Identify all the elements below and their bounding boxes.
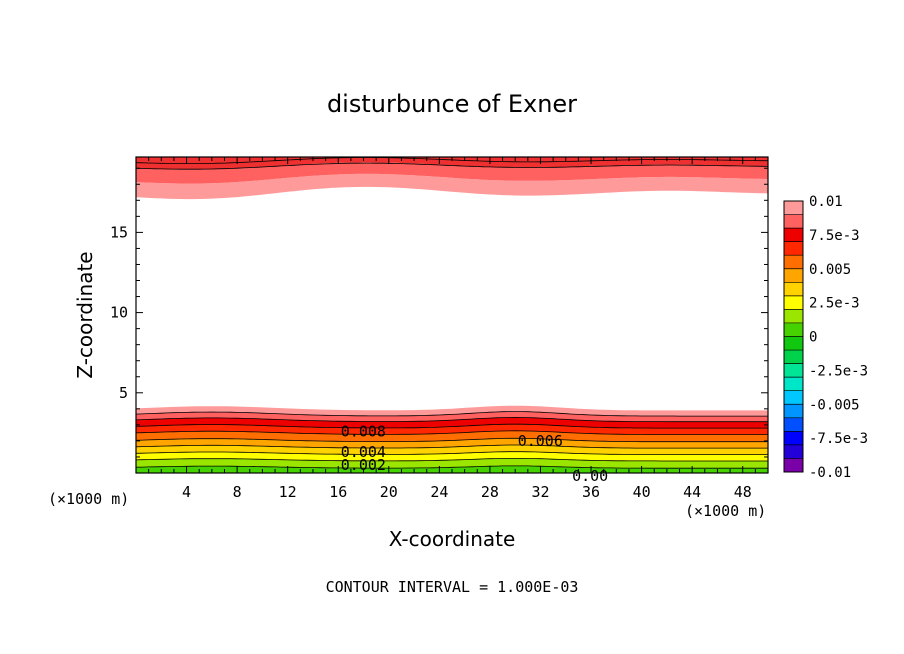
- colorbar-label: -0.005: [809, 397, 860, 413]
- x-tick-label: 12: [279, 483, 297, 501]
- contour-band: [136, 173, 768, 200]
- x-tick-label: 48: [734, 483, 752, 501]
- colorbar-label: -7.5e-3: [809, 431, 868, 447]
- colorbar-swatch: [784, 201, 803, 215]
- contour-label: 0.008: [341, 422, 386, 440]
- colorbar-swatch: [784, 214, 803, 229]
- colorbar: 0.01 7.5e-3 0.005 2.5e-3 0 -2.5e-3 -0.005 -7.5e…: [783, 194, 868, 481]
- contour-band: [136, 451, 768, 461]
- contour-band: [136, 157, 768, 170]
- contour-line: [136, 444, 768, 449]
- colorbar-swatch: [784, 241, 803, 256]
- contour-line: [136, 162, 768, 170]
- colorbar-swatch: [784, 404, 803, 419]
- colorbar-swatch: [784, 295, 803, 310]
- y-tick-label: 10: [110, 304, 128, 322]
- colorbar-swatch: [784, 336, 803, 351]
- contour-line: [136, 430, 768, 435]
- colorbar-swatch: [784, 444, 803, 459]
- contour-label: 0.004: [341, 443, 386, 461]
- colorbar-swatch: [784, 431, 803, 446]
- contour-label: 0.006: [518, 432, 563, 450]
- colorbar-swatch: [784, 255, 803, 270]
- chart-title: disturbunce of Exner: [327, 90, 577, 118]
- colorbar-swatch: [784, 350, 803, 364]
- x-tick-label: 24: [430, 483, 448, 501]
- colorbar-swatch: [784, 268, 803, 283]
- contour-line: [136, 458, 768, 462]
- x-axis-label: X-coordinate: [389, 527, 516, 551]
- colorbar-swatch: [784, 309, 803, 324]
- contour-line: [136, 437, 768, 443]
- contour-band: [136, 405, 768, 417]
- colorbar-swatch: [784, 322, 803, 337]
- contour-band: [136, 430, 768, 442]
- contour-line: [136, 411, 768, 417]
- colorbar-label: 2.5e-3: [809, 296, 860, 312]
- contour-line: [136, 423, 768, 429]
- contour-label: 0.00: [572, 467, 608, 485]
- contour-band: [136, 411, 768, 422]
- colorbar-frame: [783, 200, 804, 473]
- colorbar-swatch: [784, 458, 803, 473]
- y-axis: 5 10 15: [110, 167, 768, 458]
- x-tick-label: 16: [329, 483, 347, 501]
- contour-label: 0.002: [341, 456, 386, 474]
- contour-line: [136, 451, 768, 455]
- x-tick-label: 4: [182, 483, 191, 501]
- colorbar-label: -0.01: [809, 465, 851, 481]
- y-tick-label: 5: [119, 384, 128, 402]
- x-tick-label: 32: [531, 483, 549, 501]
- x-tick-label: 40: [633, 483, 651, 501]
- contour-line: [136, 416, 768, 423]
- contour-line: [136, 474, 768, 476]
- colorbar-swatch: [784, 417, 803, 432]
- colorbar-label: 7.5e-3: [809, 228, 860, 244]
- colorbar-label: 0: [809, 330, 817, 346]
- x-axis: 4 8 12 16 20 24 28 32 36 40 44 48: [148, 157, 756, 501]
- colorbar-label: 0.005: [809, 262, 851, 278]
- x-unit-right: (×1000 m): [685, 502, 766, 520]
- colorbar-swatch: [784, 390, 803, 405]
- x-tick-label: 36: [582, 483, 600, 501]
- contour-band: [136, 162, 768, 184]
- contour-band: [136, 417, 768, 429]
- contour-interval-note: CONTOUR INTERVAL = 1.000E-03: [326, 578, 579, 596]
- colorbar-label: 0.01: [809, 194, 843, 210]
- y-axis-label: Z-coordinate: [73, 251, 97, 378]
- x-tick-label: 20: [380, 483, 398, 501]
- colorbar-swatch: [784, 377, 803, 391]
- x-tick-label: 28: [481, 483, 499, 501]
- colorbar-swatch: [784, 282, 803, 297]
- x-unit-left: (×1000 m): [48, 490, 129, 508]
- colorbar-label: -2.5e-3: [809, 363, 868, 379]
- x-tick-label: 8: [233, 483, 242, 501]
- colorbar-swatch: [784, 228, 803, 242]
- y-tick-label: 15: [110, 223, 128, 241]
- contour-line: [136, 465, 768, 469]
- x-tick-label: 44: [683, 483, 701, 501]
- contour-band: [136, 474, 768, 489]
- colorbar-swatch: [784, 363, 803, 378]
